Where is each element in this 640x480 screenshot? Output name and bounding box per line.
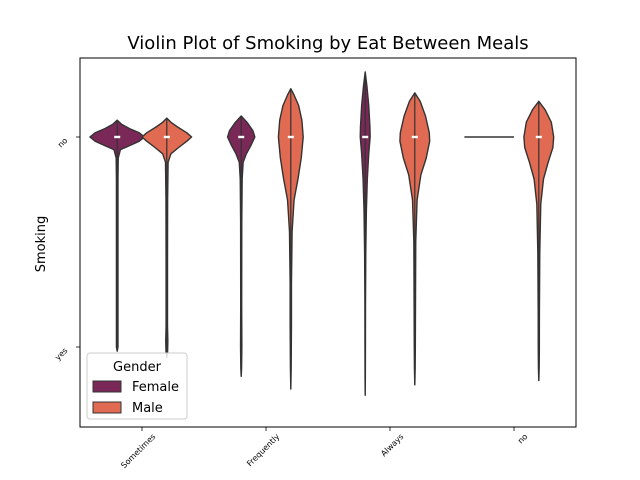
violin-female-sometimes: [89, 119, 146, 352]
violin-female-frequently: [226, 115, 256, 378]
violin-male-no: [523, 100, 555, 382]
legend: Gender Female Male: [86, 352, 188, 420]
violin-male-frequently: [277, 88, 304, 390]
chart-title: Violin Plot of Smoking by Eat Between Me…: [127, 33, 528, 54]
violin-median: [114, 135, 121, 139]
violin-median: [535, 135, 542, 139]
legend-title: Gender: [113, 360, 162, 375]
violin-median: [287, 135, 294, 139]
violin-median: [163, 135, 170, 139]
violin-median: [238, 135, 245, 139]
y-axis-label: Smoking: [34, 216, 49, 273]
legend-label-female: Female: [132, 380, 179, 395]
violin-male-always: [399, 92, 431, 386]
plot-frame: [79, 57, 577, 428]
legend-swatch-male: [92, 401, 122, 414]
legend-label-male: Male: [132, 401, 163, 416]
legend-swatch-female: [92, 380, 122, 393]
violin-female-always: [359, 71, 371, 396]
violin-median: [362, 135, 369, 139]
violin-median: [411, 135, 418, 139]
